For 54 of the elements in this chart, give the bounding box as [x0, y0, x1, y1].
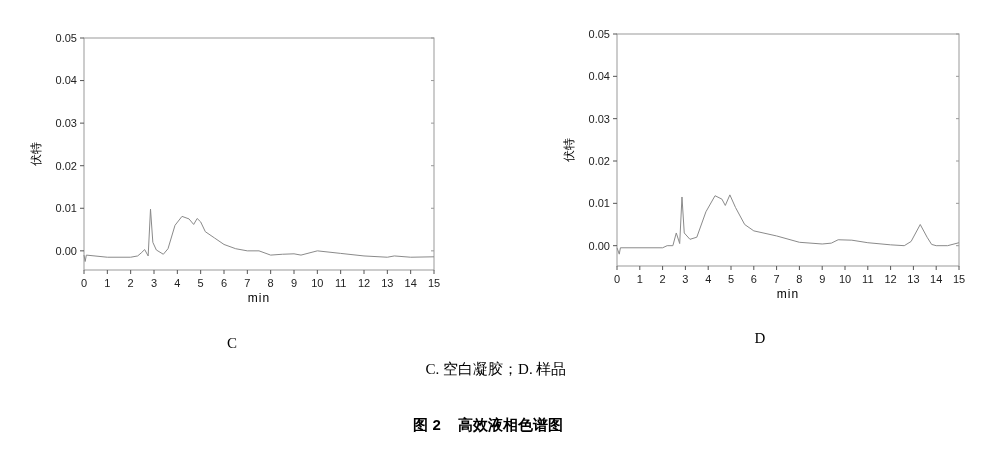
x-tick-label: 8: [796, 273, 803, 285]
x-tick-label: 13: [381, 277, 394, 289]
y-tick-label: 0.00: [588, 239, 610, 252]
x-tick-label: 15: [427, 277, 441, 289]
x-tick-label: 8: [267, 277, 274, 289]
x-tick-label: 6: [220, 277, 228, 289]
x-tick-label: 0: [80, 277, 88, 289]
y-tick-label: 0.04: [588, 70, 610, 83]
y-tick-label: 0.05: [55, 31, 77, 44]
y-tick-label: 0.00: [55, 244, 77, 257]
x-tick-label: 1: [104, 277, 111, 289]
x-tick-label: 11: [862, 273, 874, 285]
x-axis-title: min: [776, 287, 800, 301]
x-tick-label: 15: [952, 273, 966, 285]
line-series: [616, 194, 960, 255]
x-tick-label: 5: [727, 273, 735, 285]
x-tick-label: 4: [705, 273, 712, 285]
x-tick-label: 7: [244, 277, 251, 289]
x-tick-label: 2: [659, 273, 666, 285]
x-tick-label: 9: [290, 277, 298, 289]
x-tick-label: 5: [197, 277, 204, 289]
y-tick-label: 0.03: [588, 112, 610, 125]
line-series: [83, 208, 435, 262]
text: C. 空白凝胶；D. 样品: [425, 361, 567, 377]
x-tick-label: 7: [773, 273, 780, 285]
x-tick-label: 14: [930, 273, 943, 285]
text: C: [226, 335, 238, 351]
x-tick-label: 3: [150, 277, 158, 289]
x-tick-label: 9: [819, 273, 826, 285]
x-tick-label: 11: [334, 277, 347, 289]
caption: 图 2 高效液相色谱图: [413, 416, 563, 433]
x-tick-label: 0: [613, 273, 621, 285]
x-tick-label: 10: [311, 277, 324, 289]
text: D: [754, 330, 766, 346]
x-tick-label: 13: [907, 273, 920, 285]
x-tick-label: 10: [838, 273, 852, 285]
y-tick-label: 0.02: [55, 159, 77, 172]
y-tick-label: 0.04: [55, 74, 77, 87]
x-tick-label: 6: [750, 273, 757, 285]
y-tick-label: 0.02: [588, 154, 610, 167]
y-tick-label: 0.01: [55, 202, 77, 215]
y-tick-label: 0.05: [588, 27, 610, 40]
x-tick-label: 12: [884, 273, 897, 285]
y-tick-label: 0.03: [55, 116, 77, 129]
x-tick-label: 3: [682, 273, 689, 285]
x-tick-label: 2: [127, 277, 134, 289]
y-axis-title: 伏特: [562, 138, 576, 162]
x-axis-title: min: [247, 291, 271, 305]
x-tick-label: 1: [636, 273, 643, 285]
y-axis-title: 伏特: [29, 142, 43, 166]
x-tick-label: 4: [174, 277, 181, 289]
x-tick-label: 12: [357, 277, 371, 289]
y-tick-label: 0.01: [588, 197, 610, 210]
x-tick-label: 14: [404, 277, 417, 289]
